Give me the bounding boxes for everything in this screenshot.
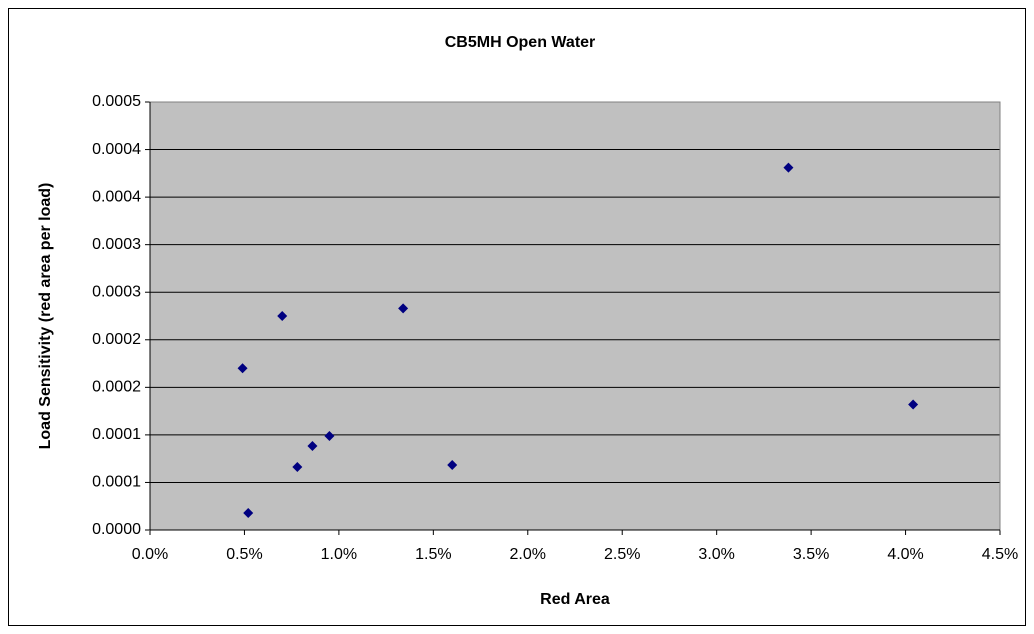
x-tick-label: 2.0% [510,546,546,563]
x-tick-label: 4.0% [887,546,923,563]
point [307,441,318,452]
x-tick-label: 3.5% [793,546,829,563]
plot-area [150,102,1000,530]
point [908,399,919,410]
chart-title: CB5MH Open Water [445,34,596,51]
y-tick-label: 0.0004 [92,188,141,205]
point [447,460,458,471]
x-tick-label: 1.5% [415,546,451,563]
y-tick-label: 0.0002 [92,331,141,348]
x-tick-label: 4.5% [982,546,1018,563]
y-tick-label: 0.0004 [92,141,141,158]
y-tick-label: 0.0005 [92,93,141,110]
y-tick-label: 0.0002 [92,379,141,396]
x-tick-label: 1.0% [321,546,357,563]
x-tick-label: 3.0% [698,546,734,563]
y-tick-label: 0.0003 [92,236,141,253]
x-tick-label: 0.5% [226,546,262,563]
y-axis-label: Load Sensitivity (red area per load) [37,183,54,450]
y-tick-label: 0.0000 [92,521,141,538]
point [398,303,409,314]
point [237,363,248,374]
x-tick-label: 0.0% [132,546,168,563]
y-tick-label: 0.0001 [92,474,141,491]
point [324,431,335,442]
point [243,507,254,518]
point [277,311,288,321]
point [292,462,303,473]
y-tick-label: 0.0003 [92,283,141,300]
y-tick-label: 0.0001 [92,426,141,443]
point [783,162,794,173]
x-tick-label: 2.5% [604,546,640,563]
x-axis-label: Red Area [540,591,610,608]
